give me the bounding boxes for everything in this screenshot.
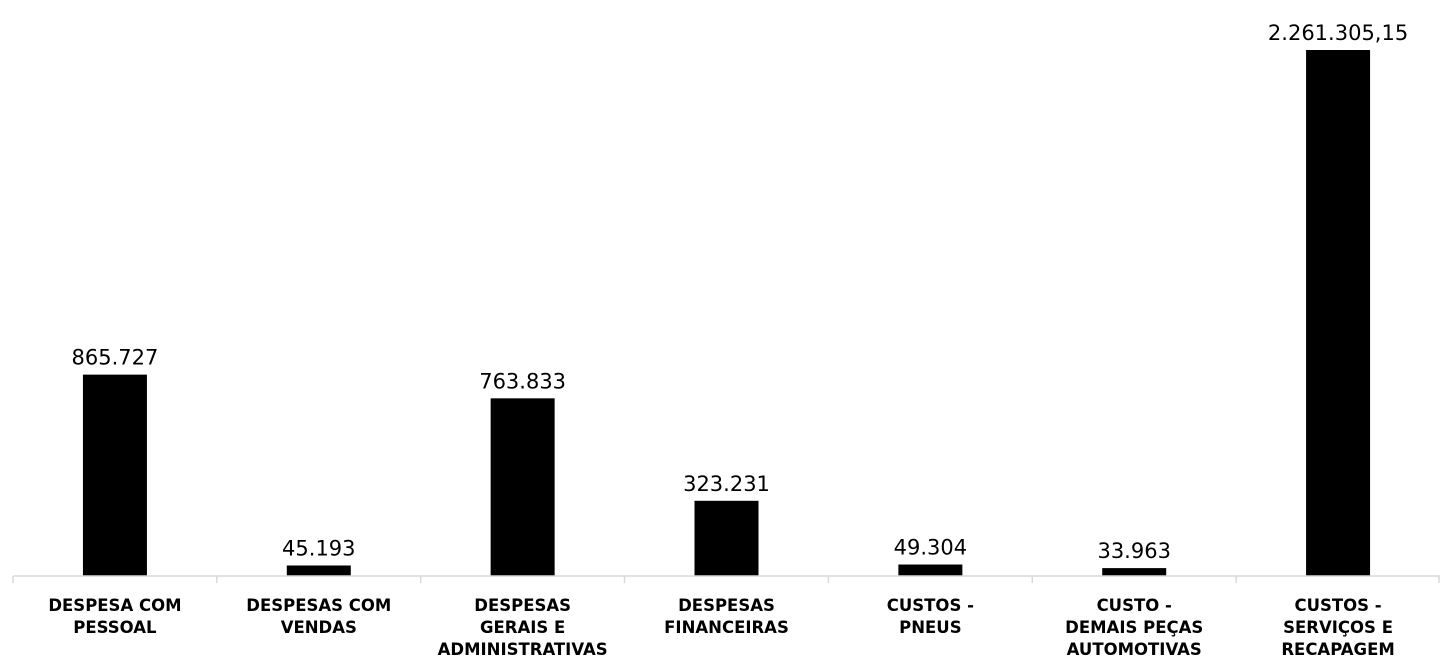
bar-value-label-2: 45.193 (282, 536, 355, 560)
bar-7 (1306, 50, 1371, 576)
category-label-line: DESPESAS (474, 596, 571, 615)
category-label-line: DESPESAS (678, 596, 775, 615)
bar-value-label-5: 49.304 (894, 536, 967, 560)
category-label-line: DESPESAS COM (246, 596, 391, 615)
bar-value-label-3: 763.833 (479, 369, 566, 393)
bars-layer (82, 50, 1371, 576)
category-label-3: DESPESAS GERAIS E ADMINISTRATIVAS (438, 596, 608, 659)
bar-value-label-7: 2.261.305,15 (1268, 21, 1408, 45)
x-axis (12, 575, 1440, 583)
category-label-line: SERVIÇOS E (1283, 618, 1393, 637)
bar-5 (898, 564, 963, 576)
bar-6 (1102, 568, 1167, 576)
bar-value-label-6: 33.963 (1097, 539, 1170, 563)
bar-value-label-4: 323.231 (683, 472, 770, 496)
category-label-line: PESSOAL (73, 618, 157, 637)
category-label-line: AUTOMOTIVAS (1067, 640, 1202, 659)
category-label-line: CUSTOS - (1294, 596, 1381, 615)
category-label-1: DESPESA COM PESSOAL (48, 596, 181, 637)
category-label-5: CUSTOS - PNEUS (887, 596, 974, 637)
category-label-line: CUSTOS - (887, 596, 974, 615)
bar-4 (694, 500, 759, 576)
category-label-line: FINANCEIRAS (664, 618, 789, 637)
category-label-7: CUSTOS - SERVIÇOS E RECAPAGEM (1281, 596, 1394, 659)
category-label-line: DEMAIS PEÇAS (1065, 618, 1203, 637)
bar-2 (286, 565, 351, 576)
category-label-6: CUSTO - DEMAIS PEÇAS AUTOMOTIVAS (1065, 596, 1203, 659)
category-label-line: VENDAS (281, 618, 357, 637)
category-label-line: CUSTO - (1097, 596, 1172, 615)
category-label-line: PNEUS (899, 618, 961, 637)
category-label-line: GERAIS E (480, 618, 565, 637)
category-label-2: DESPESAS COM VENDAS (246, 596, 391, 637)
bar-3 (490, 398, 555, 576)
bar-value-label-1: 865.727 (72, 346, 159, 370)
value-labels-layer: 865.727 45.193 763.833 323.231 49.304 33.963 2… (72, 21, 1409, 563)
category-label-line: DESPESA COM (48, 596, 181, 615)
bar-1 (82, 374, 147, 576)
category-label-4: DESPESAS FINANCEIRAS (664, 596, 789, 637)
category-label-line: ADMINISTRATIVAS (438, 640, 608, 659)
category-label-line: RECAPAGEM (1281, 640, 1394, 659)
